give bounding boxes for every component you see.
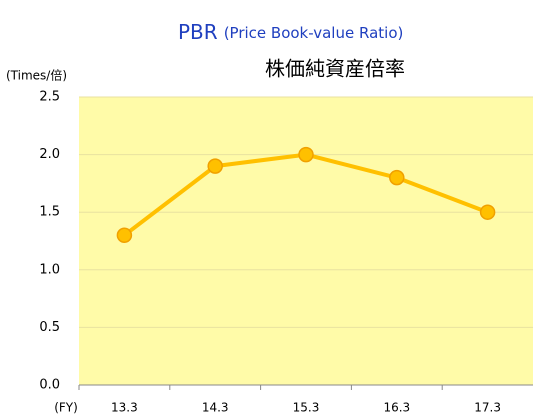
plot-area	[79, 97, 533, 385]
y-axis-label: (Times/倍)	[6, 68, 67, 83]
y-tick-label: 1.0	[39, 262, 60, 277]
marker	[116, 227, 133, 243]
chart-title: PBR (Price Book-value Ratio)	[178, 20, 403, 44]
title-main: PBR	[178, 20, 218, 44]
title-sub: (Price Book-value Ratio)	[224, 24, 404, 42]
y-tick-label: 1.5	[39, 205, 60, 220]
title-ja: 株価純資産倍率	[265, 57, 405, 81]
y-tick-label: 2.0	[39, 147, 60, 162]
marker	[207, 158, 223, 174]
x-tick-label: 13.3	[111, 401, 138, 415]
x-tick-label: 14.3	[202, 401, 229, 415]
marker	[389, 169, 405, 186]
x-axis-label: (FY)	[54, 401, 78, 415]
marker	[479, 204, 496, 220]
y-tick-label: 0.5	[39, 320, 60, 335]
x-tick-label: 15.3	[293, 401, 320, 415]
y-tick-label: 2.5	[39, 90, 60, 105]
x-tick-label: 17.3	[474, 401, 501, 415]
x-tick-label: 16.3	[383, 401, 410, 415]
marker	[298, 146, 314, 163]
y-tick-label: 0.0	[39, 378, 60, 393]
